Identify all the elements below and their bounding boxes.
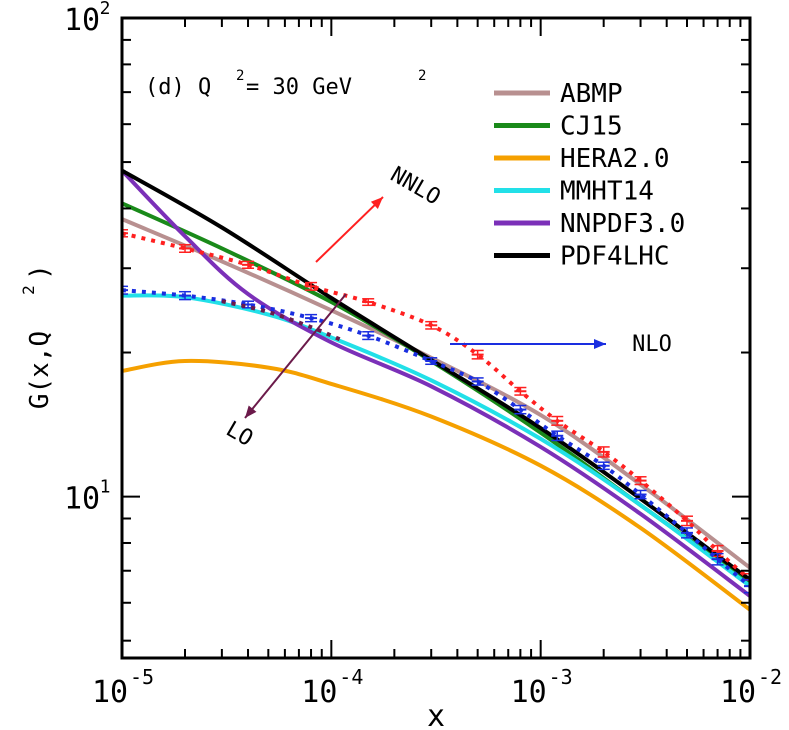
annotation-arrowhead-nlo (594, 339, 606, 349)
legend-label-nnpdf30: NNPDF3.0 (560, 209, 685, 239)
error-bar-nlo (744, 579, 750, 594)
plot-frame (120, 16, 752, 660)
series-dotted-lo (221, 299, 341, 342)
y-tick-label: 10 (64, 482, 100, 517)
error-bar-nlo (362, 331, 375, 341)
annotation-arrow-lo (244, 293, 347, 419)
y-axis-label-main: G(x,Q (25, 331, 55, 409)
error-bar-nnlo (179, 243, 192, 254)
series-line-nnpdf30 (122, 169, 750, 598)
error-bar-nnlo (242, 260, 255, 269)
error-bar-nlo (634, 489, 647, 500)
error-bar-nnlo (634, 476, 647, 486)
annotation-arrowhead-lo (245, 405, 257, 418)
error-bar-nlo (597, 461, 610, 471)
x-tick-label-exponent: -3 (549, 665, 573, 689)
legend-label-hera20: HERA2.0 (560, 144, 670, 174)
y-tick-label-exponent: 2 (100, 0, 111, 19)
annotation-label-nlo: NLO (632, 332, 672, 357)
y-axis-label: G(x,Q 2) (19, 264, 55, 409)
x-tick-label-exponent: -5 (130, 665, 154, 689)
legend-label-pdf4lhc: PDF4LHC (560, 242, 670, 272)
annotation-label-nnlo: NNLO (386, 162, 444, 210)
y-axis-label-close: ) (25, 264, 55, 280)
error-bar-nnlo (471, 349, 484, 360)
error-bar-nlo (680, 527, 693, 539)
panel-label-text: (d) Q (145, 75, 211, 100)
annotation-nlo: NLO (450, 332, 672, 357)
error-bar-nnlo (122, 229, 128, 238)
legend-label-cj15: CJ15 (560, 112, 623, 142)
x-tick-label-exponent: -2 (758, 665, 782, 689)
series-dotted-nnlo (122, 231, 750, 582)
series-line-hera20 (122, 358, 750, 612)
error-bar-nnlo (680, 515, 693, 527)
error-bar-nnlo (305, 281, 318, 291)
error-bar-nlo (305, 313, 318, 323)
error-bar-nlo (711, 552, 724, 566)
y-axis-label-exponent: 2 (19, 285, 38, 295)
error-bar-nlo (179, 290, 192, 301)
x-axis-label: x (427, 699, 445, 730)
x-tick-label: 10 (511, 675, 547, 710)
y-tick-label: 10 (64, 3, 100, 38)
error-bar-nnlo (425, 320, 438, 330)
error-bar-nlo (425, 357, 438, 366)
plot-area (122, 168, 750, 612)
x-tick-label-exponent: -4 (339, 665, 363, 689)
panel-label-sup2: 2 (418, 68, 426, 84)
x-tick-label: 10 (92, 675, 128, 710)
series-line-mmht14 (122, 293, 750, 588)
legend-label-abmp: ABMP (560, 79, 623, 109)
annotation-nnlo: NNLO (315, 162, 444, 263)
annotation-arrowhead-nnlo (370, 197, 383, 209)
axes (120, 16, 752, 660)
error-bar-nnlo (597, 446, 610, 458)
error-bar-nlo (122, 285, 128, 295)
x-tick-label: 10 (301, 675, 337, 710)
legend-label-mmht14: MMHT14 (560, 177, 654, 207)
error-bar-nlo (551, 430, 564, 442)
annotation-label-lo: LO (222, 417, 257, 452)
error-bar-nnlo (514, 386, 527, 396)
annotation-arrow-nnlo (315, 196, 384, 263)
error-bar-nnlo (362, 298, 375, 307)
error-bar-nlo (514, 404, 527, 415)
x-tick-label: 10 (720, 675, 756, 710)
panel-label-text-rest: = 30 GeV (246, 75, 352, 100)
error-bar-nlo (471, 377, 484, 386)
panel-label-sup: 2 (236, 68, 244, 84)
y-tick-label-exponent: 1 (100, 477, 111, 498)
error-bar-nnlo (551, 415, 564, 426)
